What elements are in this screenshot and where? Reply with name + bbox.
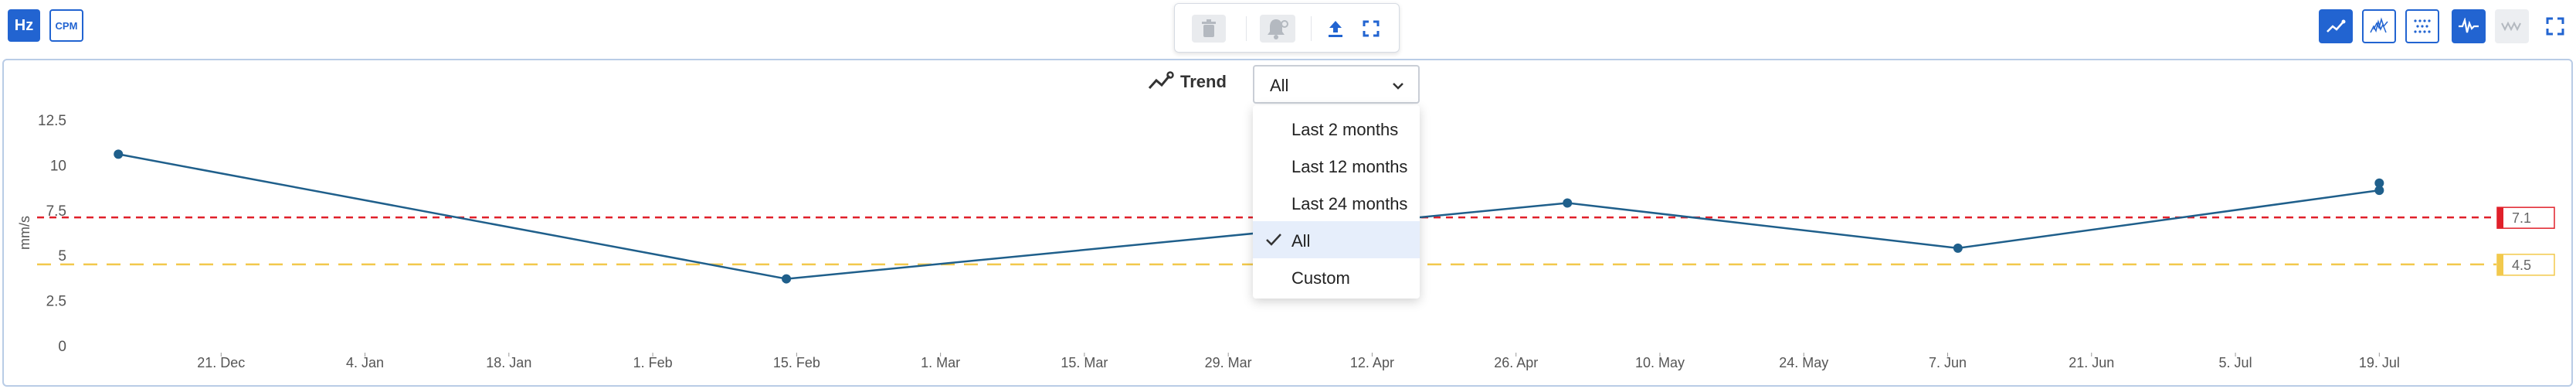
option-last-24-months[interactable]: Last 24 months <box>1291 194 1408 213</box>
spectrum-view-button[interactable] <box>2495 9 2529 43</box>
threshold-marker-flag <box>2497 207 2503 229</box>
bell-settings-icon <box>1268 19 1288 39</box>
trash-icon <box>1202 19 1216 37</box>
chart-panel <box>2 59 2573 387</box>
trend-range-select[interactable]: All <box>1253 65 1420 104</box>
y-tick-label: 10 <box>50 158 66 174</box>
x-tick-label: 21. Jun <box>2069 355 2114 370</box>
scatter-view-button[interactable] <box>2405 9 2439 43</box>
data-point[interactable] <box>2374 178 2384 188</box>
toolbar-divider <box>1246 16 1247 41</box>
option-custom[interactable]: Custom <box>1291 268 1350 288</box>
chart-toolbar <box>1174 3 1400 53</box>
x-tick-label: 4. Jan <box>346 355 384 370</box>
trend-icon <box>1148 71 1174 90</box>
trend-label: Trend <box>1180 72 1227 91</box>
cpm-unit-button[interactable]: CPM <box>49 9 83 42</box>
x-tick-label: 15. Feb <box>773 355 820 370</box>
spectrum-icon <box>2501 21 2521 32</box>
expand-icon <box>1363 20 1380 37</box>
y-tick-label: 2.5 <box>46 294 66 310</box>
chevron-down-icon <box>1393 83 1403 90</box>
y-tick-label: 5 <box>58 248 66 264</box>
x-tick-label: 29. Mar <box>1205 355 1252 370</box>
trend-chart-icon <box>2327 19 2346 32</box>
trend-view-button[interactable] <box>2319 9 2353 43</box>
delete-button[interactable] <box>1192 15 1226 43</box>
hz-unit-button[interactable]: Hz <box>8 9 40 42</box>
hz-unit-label: Hz <box>14 16 34 34</box>
waterfall-view-button[interactable] <box>2362 9 2396 43</box>
checkmark-icon <box>1266 234 1281 246</box>
option-all[interactable]: All <box>1253 221 1420 258</box>
data-point[interactable] <box>1563 198 1573 208</box>
waveform-icon <box>2459 18 2479 33</box>
fullscreen-button[interactable] <box>1357 15 1385 43</box>
threshold-marker[interactable] <box>2496 206 2555 229</box>
upload-button[interactable] <box>1322 15 1349 43</box>
x-tick-label: 1. Mar <box>921 355 960 370</box>
toolbar-divider <box>1311 16 1312 41</box>
upload-icon <box>1329 21 1342 37</box>
x-tick-label: 10. May <box>1635 355 1685 370</box>
x-tick-label: 18. Jan <box>486 355 531 370</box>
chart-fullscreen-button[interactable] <box>2538 9 2572 43</box>
waveform-view-button[interactable] <box>2452 9 2486 43</box>
data-point[interactable] <box>782 274 792 284</box>
data-point[interactable] <box>2374 186 2384 196</box>
x-tick-label: 24. May <box>1779 355 1828 370</box>
threshold-marker[interactable] <box>2496 254 2555 276</box>
x-tick-label: 12. Apr <box>1350 355 1394 370</box>
fullscreen-icon <box>2546 17 2564 36</box>
scatter-icon <box>2414 19 2431 33</box>
threshold-label: 4.5 <box>2512 258 2531 273</box>
trend-range-dropdown: Last 2 months Last 12 months Last 24 mon… <box>1253 105 1420 299</box>
x-tick-label: 5. Jul <box>2219 355 2252 370</box>
x-tick-label: 26. Apr <box>1494 355 1538 370</box>
x-tick-label: 15. Mar <box>1061 355 1108 370</box>
threshold-label: 7.1 <box>2512 210 2531 226</box>
y-axis-label: mm/s <box>17 216 32 250</box>
threshold-marker-flag <box>2497 254 2503 275</box>
x-tick-label: 21. Dec <box>197 355 245 370</box>
data-point[interactable] <box>1953 243 1963 253</box>
y-tick-label: 12.5 <box>38 113 66 129</box>
data-point[interactable] <box>114 149 124 159</box>
option-last-12-months[interactable]: Last 12 months <box>1291 157 1408 176</box>
alarm-settings-button[interactable] <box>1260 15 1295 43</box>
option-last-2-months[interactable]: Last 2 months <box>1291 120 1399 139</box>
trend-range-value: All <box>1270 76 1289 95</box>
waterfall-icon <box>2370 17 2388 33</box>
y-tick-label: 7.5 <box>46 203 66 220</box>
cpm-unit-label: CPM <box>55 19 78 32</box>
x-tick-label: 1. Feb <box>633 355 673 370</box>
y-tick-label: 0 <box>58 339 66 355</box>
x-tick-label: 19. Jul <box>2359 355 2400 370</box>
x-tick-label: 7. Jun <box>1929 355 1967 370</box>
